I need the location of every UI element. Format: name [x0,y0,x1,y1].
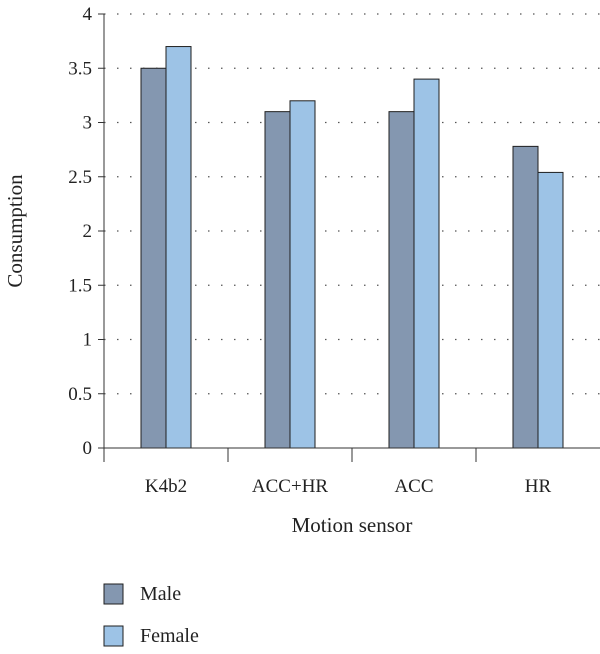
bar-male-0 [140,67,167,449]
legend-swatch-male [103,583,124,605]
y-tick-label: 0.5 [68,384,92,405]
x-tick-label: K4b2 [145,476,187,497]
y-tick-label: 3 [83,113,93,134]
legend-label-male: Male [140,583,181,605]
bar-female-2 [413,78,440,449]
y-tick-label: 3.5 [68,58,92,79]
bar-female-3 [537,171,564,449]
y-tick-label: 1.5 [68,275,92,296]
legend: Male Female [103,583,199,647]
bar-male-2 [388,111,415,449]
y-tick-label: 2 [83,221,93,242]
y-tick-labels: 0 0.5 1 1.5 2 2.5 3 3.5 4 [68,4,104,459]
x-axis-title: Motion sensor [292,513,413,537]
bar-female-0 [165,46,192,449]
x-tick-label: ACC [394,476,433,497]
x-tick-labels: K4b2 ACC+HR ACC HR [103,448,552,497]
x-tick-label: ACC+HR [252,476,329,497]
bar-male-1 [264,111,291,449]
y-tick-label: 2.5 [68,167,92,188]
bar-female-1 [289,100,316,449]
bars [140,46,564,449]
y-tick-label: 4 [83,4,93,25]
y-axis-title: Consumption [3,174,27,288]
bar-male-3 [512,145,539,449]
y-tick-label: 1 [83,330,93,351]
legend-label-female: Female [140,625,199,647]
x-tick-label: HR [525,476,552,497]
legend-swatch-female [103,625,124,647]
grid-lines [104,13,600,395]
y-tick-label: 0 [83,438,93,459]
